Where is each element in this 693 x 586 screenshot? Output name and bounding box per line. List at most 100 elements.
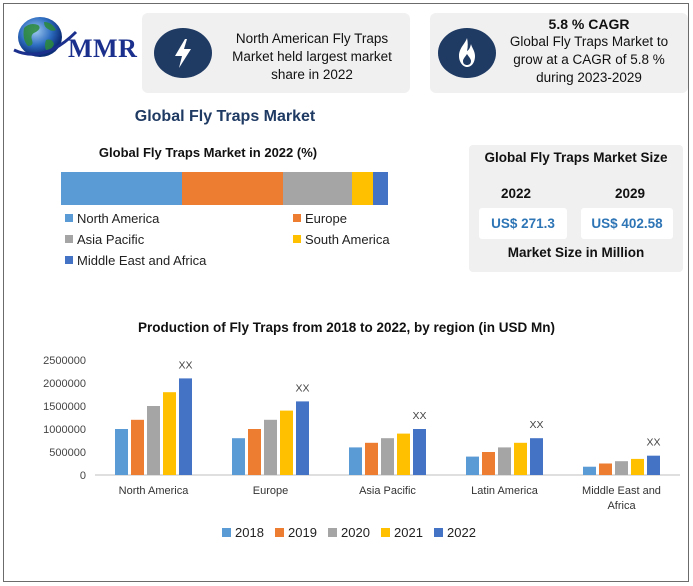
legend-swatch (65, 256, 73, 264)
legend-swatch (328, 528, 337, 537)
logo-text: MMR (68, 34, 138, 63)
legend-label: Asia Pacific (77, 232, 145, 247)
bar-2020-north-america (147, 406, 160, 475)
production-legend-item: 2019 (275, 525, 317, 540)
y-tick-label: 0 (80, 470, 86, 482)
production-legend-item: 2022 (434, 525, 476, 540)
lightning-icon (154, 28, 212, 78)
bar-2020-latin-america (498, 447, 511, 475)
bar-2020-middle-east-and-africa (615, 461, 628, 475)
bar-2019-latin-america (482, 452, 495, 475)
year-start: 2022 (501, 186, 532, 201)
info-box-text: 5.8 % CAGR Global Fly Traps Market to gr… (496, 15, 682, 87)
y-tick-label: 500000 (49, 447, 86, 459)
share-segment-north-america (61, 172, 182, 205)
legend-swatch (65, 235, 73, 243)
value-start: US$ 271.3 (479, 208, 567, 239)
legend-label: 2019 (288, 525, 317, 540)
x-tick-label: Africa (607, 500, 636, 512)
y-tick-label: 1500000 (43, 401, 86, 413)
bar-2022-europe (296, 401, 309, 475)
data-label: XX (295, 382, 309, 394)
share-legend-item: Middle East and Africa (65, 253, 206, 268)
market-size-box: Global Fly Traps Market Size 2022 2029 U… (469, 145, 683, 272)
x-tick-label: Latin America (471, 485, 539, 497)
bar-2020-europe (264, 419, 277, 475)
data-label: XX (529, 419, 543, 431)
bar-2022-latin-america (530, 438, 543, 475)
legend-label: 2022 (447, 525, 476, 540)
bar-2019-asia-pacific (365, 442, 378, 475)
production-legend-item: 2018 (222, 525, 264, 540)
legend-swatch (293, 214, 301, 222)
y-tick-label: 2000000 (43, 378, 86, 390)
flame-icon (438, 28, 496, 78)
share-legend-item: North America (65, 211, 159, 226)
legend-label: 2020 (341, 525, 370, 540)
info-box-text: North American Fly Traps Market held lar… (232, 31, 392, 82)
legend-label: North America (77, 211, 160, 226)
legend-label: 2018 (235, 525, 264, 540)
share-legend-item: Europe (293, 211, 347, 226)
production-legend-item: 2021 (381, 525, 423, 540)
bar-2019-north-america (131, 419, 144, 475)
info-box-cagr: 5.8 % CAGR Global Fly Traps Market to gr… (430, 13, 688, 93)
legend-swatch (381, 528, 390, 537)
info-box-largest-share: North American Fly Traps Market held lar… (142, 13, 410, 93)
main-title: Global Fly Traps Market (134, 108, 316, 125)
bar-2021-middle-east-and-africa (631, 458, 644, 475)
bar-2021-europe (280, 410, 293, 475)
bar-2022-middle-east-and-africa (647, 455, 660, 475)
mmr-logo: MMR (10, 10, 138, 66)
bar-2022-north-america (179, 378, 192, 475)
y-tick-label: 2500000 (43, 355, 86, 367)
share-segment-europe (181, 172, 284, 205)
y-tick-label: 1000000 (43, 424, 86, 436)
bar-2018-latin-america (466, 456, 479, 475)
legend-swatch (293, 235, 301, 243)
bar-2021-asia-pacific (397, 433, 410, 475)
x-tick-label: North America (119, 485, 190, 497)
production-bar-chart: 0 500000 1000000 1500000 2000000 2500000 XX Nor… (43, 355, 680, 512)
bar-2021-north-america (163, 392, 176, 475)
production-legend: 2018 2019 2020 2021 2022 (222, 525, 522, 543)
data-label: XX (646, 437, 660, 449)
data-label: XX (178, 359, 192, 371)
bar-2018-europe (232, 438, 245, 475)
legend-swatch (434, 528, 443, 537)
legend-label: South America (305, 232, 390, 247)
share-segment-middle-east-and-africa (373, 172, 388, 205)
market-size-title: Global Fly Traps Market Size (484, 150, 668, 165)
bar-2018-middle-east-and-africa (583, 466, 596, 475)
share-stacked-bar (61, 172, 388, 205)
bar-2019-middle-east-and-africa (599, 463, 612, 475)
bar-2021-latin-america (514, 442, 527, 475)
cagr-title: 5.8 % CAGR (548, 16, 630, 32)
year-end: 2029 (615, 186, 646, 201)
legend-label: Middle East and Africa (77, 253, 207, 268)
production-chart-title: Production of Fly Traps from 2018 to 202… (137, 320, 556, 335)
cagr-text: Global Fly Traps Market to grow at a CAG… (509, 34, 669, 85)
x-tick-label: Asia Pacific (359, 485, 416, 497)
value-end: US$ 402.58 (581, 208, 673, 239)
share-legend-item: South America (293, 232, 390, 247)
legend-swatch (222, 528, 231, 537)
share-segment-south-america (352, 172, 374, 205)
x-tick-label: Middle East and (582, 485, 661, 497)
x-tick-label: Europe (253, 485, 288, 497)
infographic-frame (3, 3, 689, 582)
legend-label: Europe (305, 211, 347, 226)
legend-label: 2021 (394, 525, 423, 540)
data-label: XX (412, 410, 426, 422)
share-segment-asia-pacific (283, 172, 352, 205)
bar-2018-north-america (115, 429, 128, 475)
bar-2020-asia-pacific (381, 438, 394, 475)
market-size-unit: Market Size in Million (507, 245, 645, 260)
share-legend-item: Asia Pacific (65, 232, 144, 247)
production-legend-item: 2020 (328, 525, 370, 540)
share-chart-title: Global Fly Traps Market in 2022 (%) (98, 145, 318, 160)
share-legend: North America Europe Asia Pacific South Ame… (65, 211, 405, 271)
legend-swatch (65, 214, 73, 222)
bar-2022-asia-pacific (413, 429, 426, 475)
bar-2018-asia-pacific (349, 447, 362, 475)
